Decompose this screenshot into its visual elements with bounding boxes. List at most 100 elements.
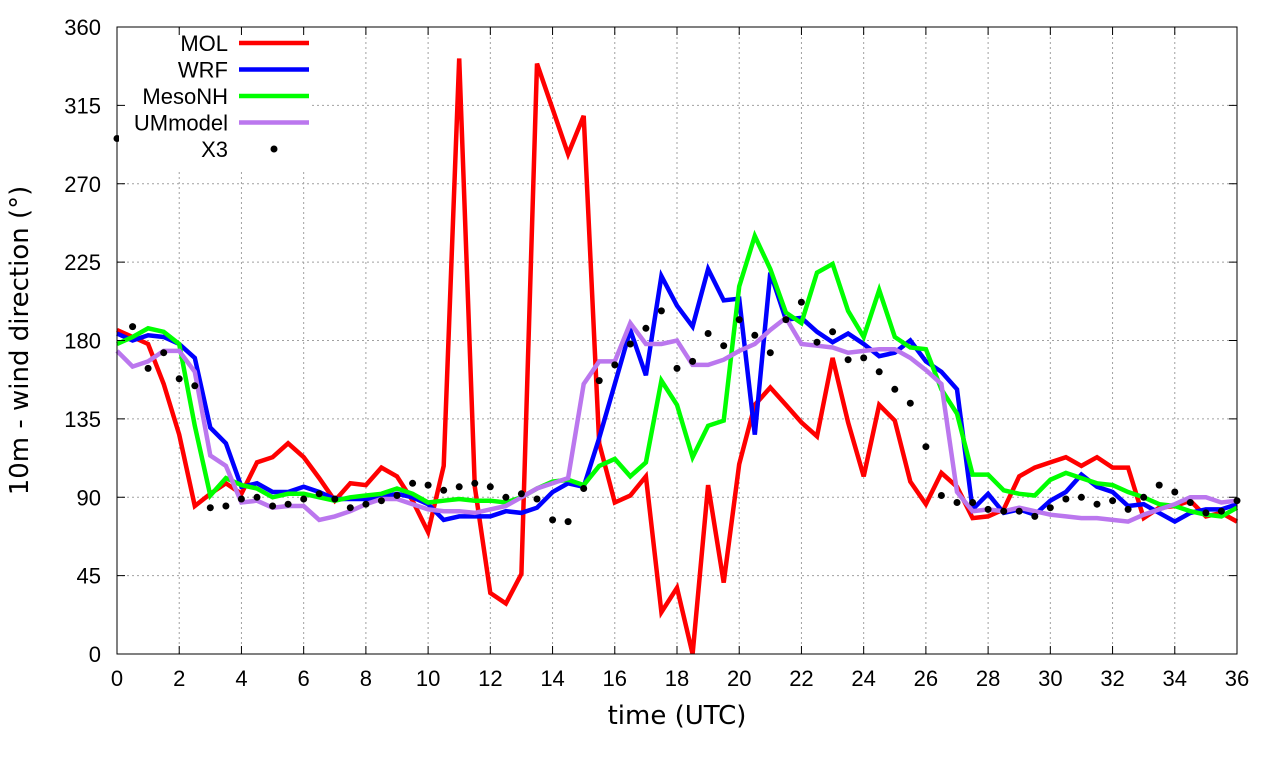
data-point-x3 [517, 490, 525, 498]
data-point-x3 [191, 382, 199, 390]
x-tick-label: 0 [111, 666, 123, 691]
data-point-x3 [782, 316, 790, 324]
x-tick-label: 28 [976, 666, 1000, 691]
x-tick-label: 30 [1038, 666, 1062, 691]
legend-background [119, 29, 309, 170]
data-point-x3 [1000, 507, 1008, 515]
x-tick-label: 18 [665, 666, 689, 691]
data-point-x3 [1171, 488, 1179, 496]
data-point-x3 [160, 349, 168, 357]
data-point-x3 [1015, 507, 1023, 515]
series-line-mesonh [116, 229, 1239, 519]
data-point-x3 [1031, 512, 1039, 520]
data-point-x3 [580, 485, 588, 492]
y-axis-title: 10m - wind direction (°) [5, 186, 35, 496]
data-point-x3 [673, 364, 681, 372]
x-tick-label: 14 [540, 666, 564, 691]
data-point-x3 [1202, 509, 1210, 517]
data-point-x3 [206, 504, 214, 512]
data-point-x3 [471, 479, 479, 487]
legend-label-wrf: WRF [178, 58, 228, 83]
x-tick-label: 24 [851, 666, 875, 691]
data-point-x3 [284, 500, 292, 508]
data-point-x3 [1186, 499, 1194, 506]
y-tick-label: 135 [64, 407, 101, 432]
data-point-x3 [875, 368, 883, 376]
data-point-x3 [1124, 505, 1132, 513]
data-point-x3 [1062, 495, 1070, 503]
data-point-x3 [424, 481, 432, 489]
legend-label-mesonh: MesoNH [142, 84, 228, 109]
data-point-x3 [393, 492, 401, 499]
y-tick-label: 0 [89, 642, 101, 667]
data-point-x3 [922, 443, 930, 451]
data-point-x3 [829, 328, 837, 336]
legend-swatch-x3 [270, 145, 278, 153]
data-point-x3 [1093, 500, 1101, 508]
data-point-x3 [486, 483, 494, 491]
data-point-x3 [953, 499, 961, 506]
data-point-x3 [237, 495, 245, 503]
x-tick-label: 22 [789, 666, 813, 691]
data-point-x3 [455, 483, 463, 491]
data-point-x3 [860, 354, 868, 362]
x-tick-label: 32 [1100, 666, 1124, 691]
series-layer [113, 58, 1241, 655]
data-point-x3 [377, 497, 385, 505]
x-tick-label: 20 [727, 666, 751, 691]
y-tick-label: 270 [64, 172, 101, 197]
data-point-x3 [813, 338, 821, 346]
x-tick-label: 8 [360, 666, 372, 691]
x-tick-label: 36 [1225, 666, 1249, 691]
series-line-mol [116, 58, 1239, 655]
data-point-x3 [315, 490, 323, 498]
x-tick-label: 26 [914, 666, 938, 691]
data-point-x3 [502, 493, 510, 501]
data-point-x3 [891, 385, 899, 393]
data-point-x3 [595, 377, 603, 385]
x-tick-label: 10 [416, 666, 440, 691]
data-point-x3 [704, 330, 712, 337]
data-point-x3 [253, 493, 261, 501]
y-tick-label: 225 [64, 250, 101, 275]
data-point-x3 [564, 518, 572, 526]
legend-label-ummodel: UMmodel [134, 111, 228, 136]
data-point-x3 [129, 323, 137, 331]
data-point-x3 [984, 505, 992, 513]
data-point-x3 [362, 500, 370, 508]
x-tick-label: 2 [173, 666, 185, 691]
data-point-x3 [144, 364, 152, 372]
legend-label-x3: X3 [201, 137, 228, 162]
y-tick-label: 315 [64, 93, 101, 118]
data-point-x3 [440, 486, 448, 494]
data-point-x3 [1077, 493, 1085, 501]
x-tick-label: 34 [1163, 666, 1187, 691]
data-point-x3 [937, 492, 945, 499]
data-point-x3 [549, 516, 557, 524]
y-tick-label: 90 [77, 485, 101, 510]
x-tick-label: 12 [478, 666, 502, 691]
y-tick-label: 360 [64, 15, 101, 40]
x-tick-label: 16 [603, 666, 627, 691]
data-point-x3 [346, 504, 354, 512]
data-point-x3 [331, 495, 339, 503]
data-point-x3 [1217, 507, 1225, 515]
data-point-x3 [969, 499, 977, 506]
y-tick-label: 180 [64, 329, 101, 354]
x-tick-label: 6 [298, 666, 310, 691]
series-line-ummodel [115, 314, 1238, 524]
data-point-x3 [175, 375, 183, 383]
data-point-x3 [751, 331, 759, 339]
data-point-x3 [1155, 481, 1163, 489]
data-point-x3 [1046, 504, 1054, 512]
legend-label-mol: MOL [180, 31, 228, 56]
data-point-x3 [269, 502, 277, 510]
data-point-x3 [657, 307, 665, 315]
data-point-x3 [626, 340, 634, 348]
data-point-x3 [797, 298, 805, 306]
x-axis-title: time (UTC) [608, 701, 747, 731]
data-point-x3 [533, 495, 541, 503]
data-point-x3 [300, 495, 308, 503]
data-point-x3 [766, 349, 774, 357]
data-point-x3 [735, 316, 743, 324]
